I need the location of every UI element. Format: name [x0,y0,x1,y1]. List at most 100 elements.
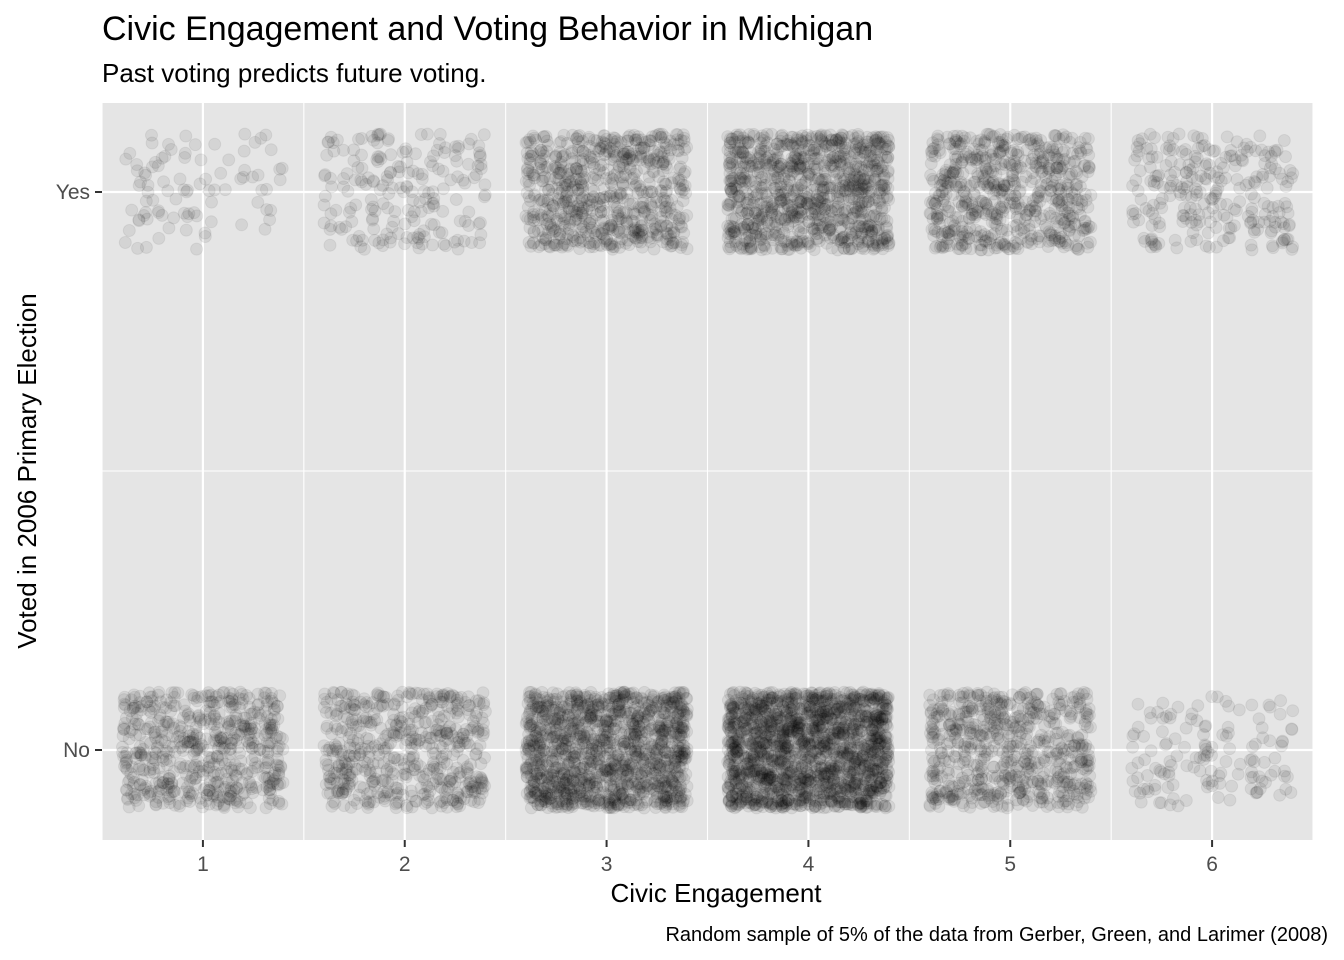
data-point [161,777,175,791]
data-point [444,772,458,786]
data-point [163,796,177,810]
data-point [253,742,267,756]
data-point [218,183,232,197]
data-point [831,767,844,781]
data-point [882,765,896,779]
data-point [194,796,208,810]
data-point [268,766,282,780]
data-point [141,722,155,736]
data-point [181,740,195,754]
data-point [202,783,216,797]
data-point [604,760,618,774]
data-point [276,742,290,756]
data-point [146,751,160,765]
data-point [766,686,779,699]
data-point [1144,744,1158,758]
data-point [131,788,145,802]
data-point [125,711,139,725]
data-point [273,689,287,703]
data-point [207,710,221,724]
data-point [1126,740,1140,754]
data-point [248,750,262,764]
data-point [124,767,138,781]
data-point [1034,791,1047,805]
data-point [765,750,779,763]
data-point [270,744,284,758]
data-point [232,782,246,796]
data-point [160,693,174,707]
data-point [1263,734,1277,748]
data-point [652,721,666,735]
data-point [340,760,354,774]
data-point [172,797,186,810]
data-point [264,776,278,790]
data-point [224,785,238,799]
data-point [145,690,159,704]
data-point [787,687,801,701]
data-point [441,700,454,713]
data-point [178,735,192,749]
data-point [946,789,960,802]
data-point [460,766,474,779]
data-point [619,794,633,808]
data-point [149,731,162,745]
data-point [198,713,212,727]
data-point [218,780,232,794]
data-point [138,748,152,762]
data-point [582,703,596,717]
data-point [225,763,239,777]
data-point [726,736,740,750]
data-point [118,236,132,249]
data-point [850,723,863,737]
data-point [193,791,207,805]
data-point [140,695,154,709]
data-point [987,739,1001,753]
data-point [1185,707,1199,721]
data-point [244,778,258,792]
data-point [537,737,550,751]
data-point [143,787,157,801]
data-point [749,739,762,753]
data-point [117,722,131,736]
data-point [270,729,284,743]
data-point [1286,704,1300,718]
data-point [1268,751,1282,765]
data-point [927,764,940,778]
data-point [1155,725,1169,739]
data-point [185,688,199,702]
data-point [1003,737,1017,751]
data-point [852,738,866,752]
data-point [379,690,393,704]
data-point [473,738,487,752]
data-point [459,779,473,793]
data-point [446,793,460,807]
data-point [676,796,690,810]
data-point [846,702,859,716]
data-point [214,766,228,780]
data-point [217,801,231,814]
data-point [128,699,142,713]
data-point [226,697,240,711]
data-point [524,801,538,815]
data-point [1154,765,1168,779]
data-point [416,770,430,784]
data-point [151,790,165,804]
data-point [264,143,278,157]
data-point [1245,752,1259,766]
data-point [165,686,179,700]
data-point [211,785,225,799]
data-point [167,765,181,778]
data-point [520,770,534,784]
data-point [1161,781,1175,794]
data-point [932,702,946,716]
data-point [1030,687,1044,701]
data-point [244,722,258,736]
data-point [524,719,538,733]
data-point [240,766,254,780]
data-point [637,736,651,750]
data-point [122,224,136,237]
data-point [344,727,358,740]
data-point [231,740,245,754]
data-point [223,686,237,700]
